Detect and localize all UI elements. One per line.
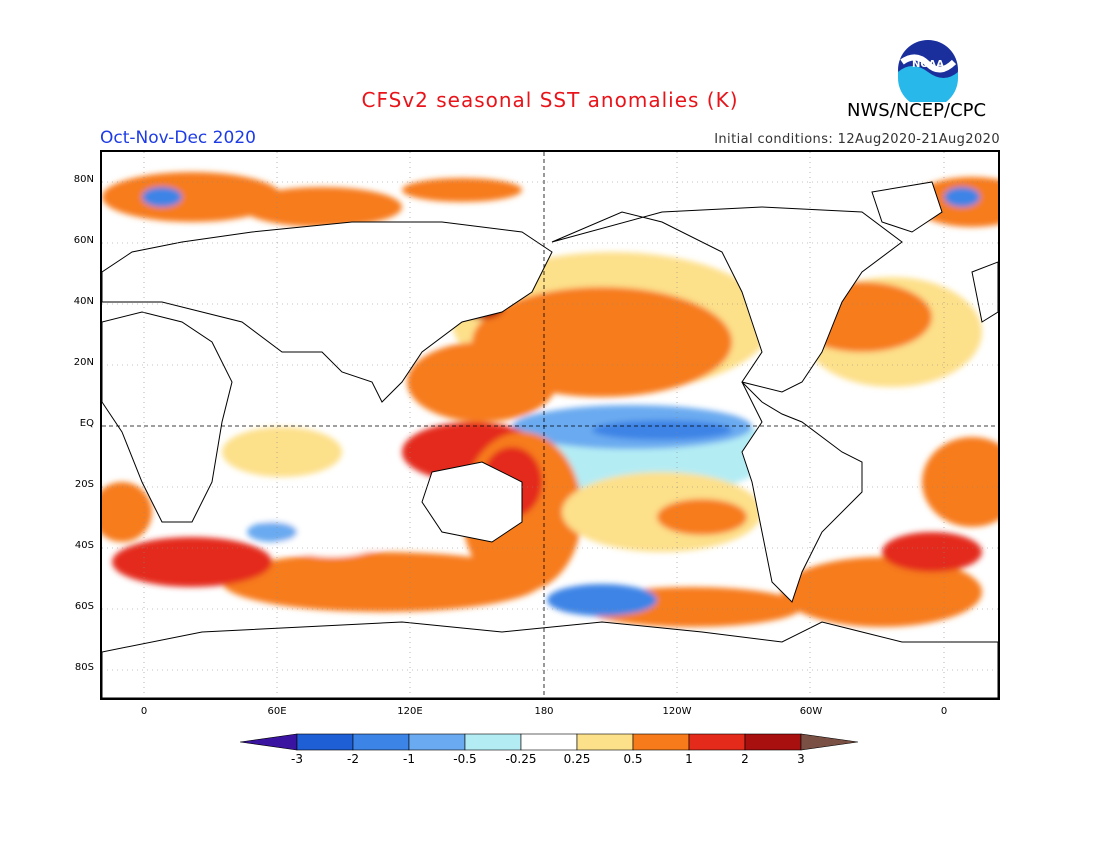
- colorbar-segment: [408, 733, 466, 751]
- map-title: CFSv2 seasonal SST anomalies (K): [361, 88, 739, 112]
- lat-label-20s: 20S: [74, 479, 94, 490]
- lon-label-0-west: 0: [140, 706, 148, 717]
- season-label: Oct-Nov-Dec 2020: [100, 128, 256, 148]
- lat-label-80s: 80S: [74, 662, 94, 673]
- colorbar-label: 0.5: [623, 752, 643, 766]
- colorbar-label: 0.25: [563, 752, 591, 766]
- gridlines: [102, 152, 998, 698]
- lat-label-20n: 20N: [73, 357, 94, 368]
- svg-text:NOAA: NOAA: [912, 59, 944, 70]
- colorbar-segment: [464, 733, 522, 751]
- lat-label-80n: 80N: [73, 174, 94, 185]
- initial-conditions-label: Initial conditions: 12Aug2020-21Aug2020: [714, 132, 1000, 147]
- lon-label-180: 180: [534, 706, 554, 717]
- colorbar-label: 3: [797, 752, 805, 766]
- noaa-logo-icon: NOAA: [896, 38, 960, 108]
- colorbar-label: 1: [685, 752, 693, 766]
- lat-label-eq: EQ: [79, 418, 94, 429]
- colorbar-label: -2: [347, 752, 359, 766]
- lon-label-60e: 60E: [267, 706, 287, 717]
- lat-label-60s: 60S: [74, 601, 94, 612]
- lat-label-40s: 40S: [74, 540, 94, 551]
- colorbar-segment: [688, 733, 746, 751]
- colorbar-segment: [744, 733, 802, 751]
- colorbar-segment: [520, 733, 578, 751]
- colorbar-arrow-low: [239, 733, 298, 751]
- lon-label-120w: 120W: [662, 706, 692, 717]
- equator-dateline: [102, 152, 998, 698]
- colorbar-arrow-high: [800, 733, 859, 751]
- lon-label-0-east: 0: [940, 706, 948, 717]
- lon-label-60w: 60W: [799, 706, 823, 717]
- colorbar-label: -1: [403, 752, 415, 766]
- colorbar-label: -0.5: [453, 752, 477, 766]
- colorbar-label: -3: [291, 752, 303, 766]
- continents: [102, 181, 998, 698]
- colorbar-label: -0.25: [505, 752, 537, 766]
- colorbar-segment: [352, 733, 410, 751]
- colorbar-segment: [296, 733, 354, 751]
- lat-label-40n: 40N: [73, 296, 94, 307]
- lon-label-120e: 120E: [397, 706, 423, 717]
- colorbar-label: 2: [741, 752, 749, 766]
- lat-label-60n: 60N: [73, 235, 94, 246]
- colorbar-segment: [576, 733, 634, 751]
- sst-anomaly-map: [100, 150, 1000, 700]
- colorbar-segment: [632, 733, 690, 751]
- colorbar: [239, 733, 860, 755]
- organization-label: NWS/NCEP/CPC: [847, 100, 987, 121]
